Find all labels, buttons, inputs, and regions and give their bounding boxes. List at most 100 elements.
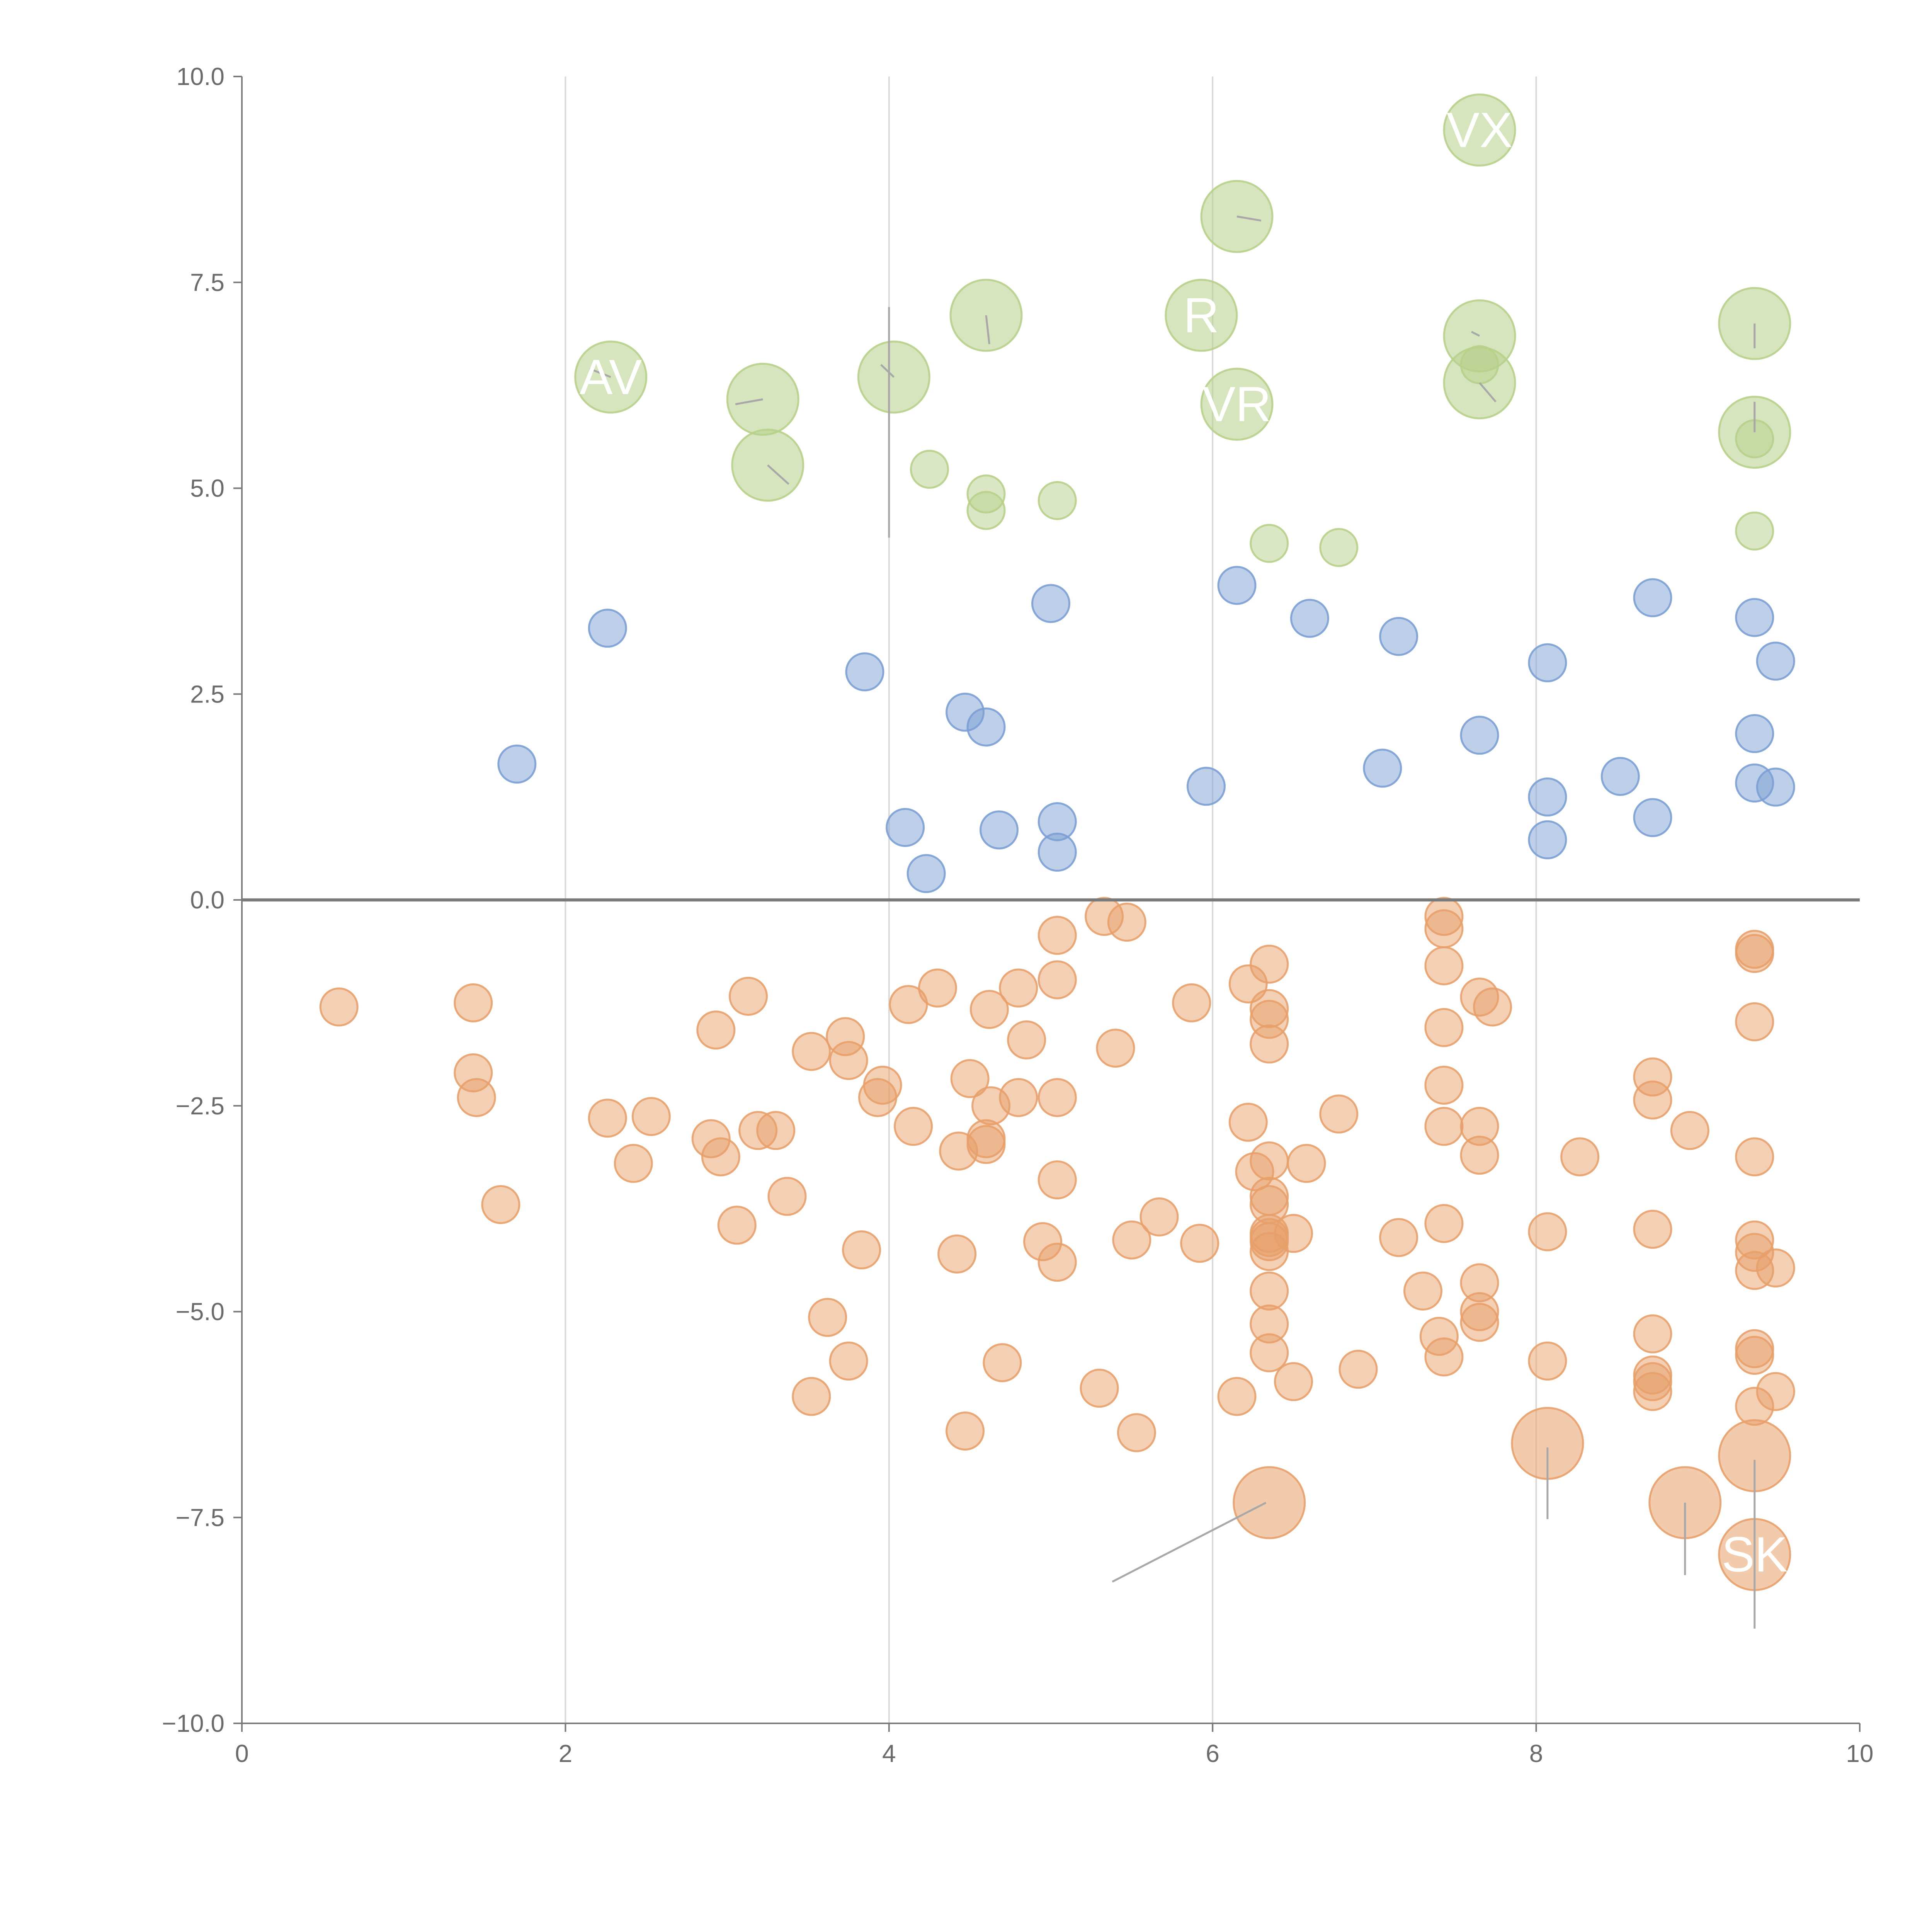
scatter-point-negative [588, 1099, 627, 1138]
scatter-point-negative [756, 1111, 796, 1150]
scatter-point-negative [1287, 1144, 1326, 1183]
scatter-point-negative [1250, 1024, 1289, 1064]
scatter-point-negative [767, 1177, 807, 1216]
scatter-point-negative [1250, 1333, 1289, 1372]
scatter-point-negative [894, 1107, 933, 1146]
scatter-point-positive [1756, 767, 1795, 807]
scatter-point-negative [1403, 1271, 1443, 1311]
scatter-point-negative [889, 985, 928, 1024]
labeled-bubble [1443, 94, 1516, 167]
labeled-bubble [1443, 346, 1516, 420]
scatter-point-negative [1250, 1141, 1289, 1181]
scatter-point-negative [1735, 934, 1774, 973]
scatter-point-negative [1037, 960, 1077, 1000]
scatter-point-positive [1735, 598, 1774, 637]
scatter-point-high [1735, 511, 1774, 551]
scatter-point-negative [808, 1298, 847, 1337]
scatter-point-negative [969, 990, 1009, 1029]
labeled-bubble [1165, 279, 1238, 352]
point-label: AV [580, 350, 642, 405]
scatter-point-negative [1096, 1029, 1135, 1068]
x-tick-label: 8 [1529, 1740, 1543, 1767]
scatter-point-high [1250, 524, 1289, 563]
scatter-point-negative [1424, 1008, 1464, 1047]
scatter-point-negative [918, 968, 957, 1008]
scatter-point-positive [1290, 599, 1329, 638]
point-label: R [1184, 288, 1219, 343]
scatter-point-positive [1217, 566, 1257, 605]
scatter-point-negative [1735, 1335, 1774, 1375]
scatter-point-negative [983, 1343, 1022, 1383]
scatter-point-negative [1080, 1369, 1119, 1408]
leader-line [1236, 215, 1262, 222]
labeled-points [574, 94, 1791, 1591]
leader-line [1471, 331, 1480, 337]
scatter-point-positive [1460, 716, 1499, 755]
scatter-point-negative [937, 1234, 977, 1274]
scatter-point-negative [1112, 1220, 1151, 1260]
y-tick-label: 2.5 [190, 680, 224, 708]
scatter-point-negative [1180, 1224, 1219, 1263]
scatter-point-positive [1633, 798, 1672, 837]
scatter-point-negative [999, 1078, 1038, 1117]
point-label: VX [1447, 103, 1513, 158]
scatter-point-positive [588, 609, 627, 648]
labeled-bubble [1233, 1466, 1306, 1539]
scatter-point-negative [1670, 1111, 1709, 1150]
scatter-point-positive [1186, 767, 1226, 806]
scatter-point-negative [1756, 1248, 1795, 1288]
scatter-point-negative [457, 1078, 496, 1117]
scatter-point-negative [1319, 1094, 1359, 1134]
scatter-point-positive [1379, 617, 1418, 656]
scatter-point-negative [1473, 987, 1512, 1027]
scatter-point-negative [1139, 1197, 1179, 1236]
scatter-point-negative [1037, 1160, 1077, 1200]
scatter-point-negative [1528, 1212, 1567, 1252]
scatter-point-negative [1424, 1107, 1464, 1146]
scatter-point-positive [906, 854, 946, 893]
scatter-point-negative [1107, 903, 1146, 942]
scatter-point-negative [701, 1137, 740, 1177]
scatter-point-negative [1460, 1136, 1499, 1175]
scatter-point-negative [1228, 1102, 1268, 1142]
x-tick-label: 10 [1846, 1740, 1873, 1767]
scatter-point-negative [1424, 1337, 1464, 1377]
scatter-point-negative [863, 1065, 902, 1105]
scatter-point-negative [481, 1185, 520, 1224]
scatter-point-negative [1424, 1204, 1464, 1243]
scatter-point-positive [1735, 714, 1774, 753]
scatter-point-negative [1274, 1214, 1313, 1253]
y-tick-label: −10.0 [162, 1709, 224, 1737]
scatter-point-positive [1363, 748, 1402, 788]
point-labels: VX R AV VR SK [580, 103, 1787, 1583]
scatter-point-negative [792, 1032, 831, 1071]
labeled-bubble [1200, 367, 1274, 441]
scatter-point-high [1319, 528, 1359, 567]
scatter-point-negative [1274, 1362, 1313, 1401]
y-tick-label: 7.5 [190, 269, 224, 296]
scatter-point-negative [999, 968, 1038, 1008]
scatter-point-negative [829, 1041, 868, 1080]
data-points [319, 345, 1795, 1452]
scatter-point-negative [319, 987, 359, 1027]
scatter-point-negative [1528, 1341, 1567, 1381]
scatter-point-negative [1379, 1218, 1418, 1257]
scatter-point-negative [614, 1144, 653, 1183]
scatter-point-negative [842, 1230, 881, 1270]
scatter-point-negative [729, 976, 768, 1016]
x-tick-label: 6 [1206, 1740, 1219, 1767]
scatter-point-negative [1007, 1020, 1046, 1060]
scatter-point-positive [1528, 643, 1567, 682]
scatter-point-positive [966, 707, 1006, 747]
x-tick-label: 2 [559, 1740, 573, 1767]
leader-lines [589, 215, 1756, 1629]
scatter-point-negative [1037, 916, 1077, 955]
leader-line [880, 364, 895, 378]
scatter-point-negative [1037, 1078, 1077, 1117]
scatter-point-negative [696, 1010, 736, 1050]
scatter-point-negative [1424, 946, 1464, 985]
scatter-point-negative [792, 1377, 831, 1416]
labeled-bubble [731, 429, 804, 502]
x-tick-label: 0 [235, 1740, 249, 1767]
leader-line [767, 464, 789, 485]
